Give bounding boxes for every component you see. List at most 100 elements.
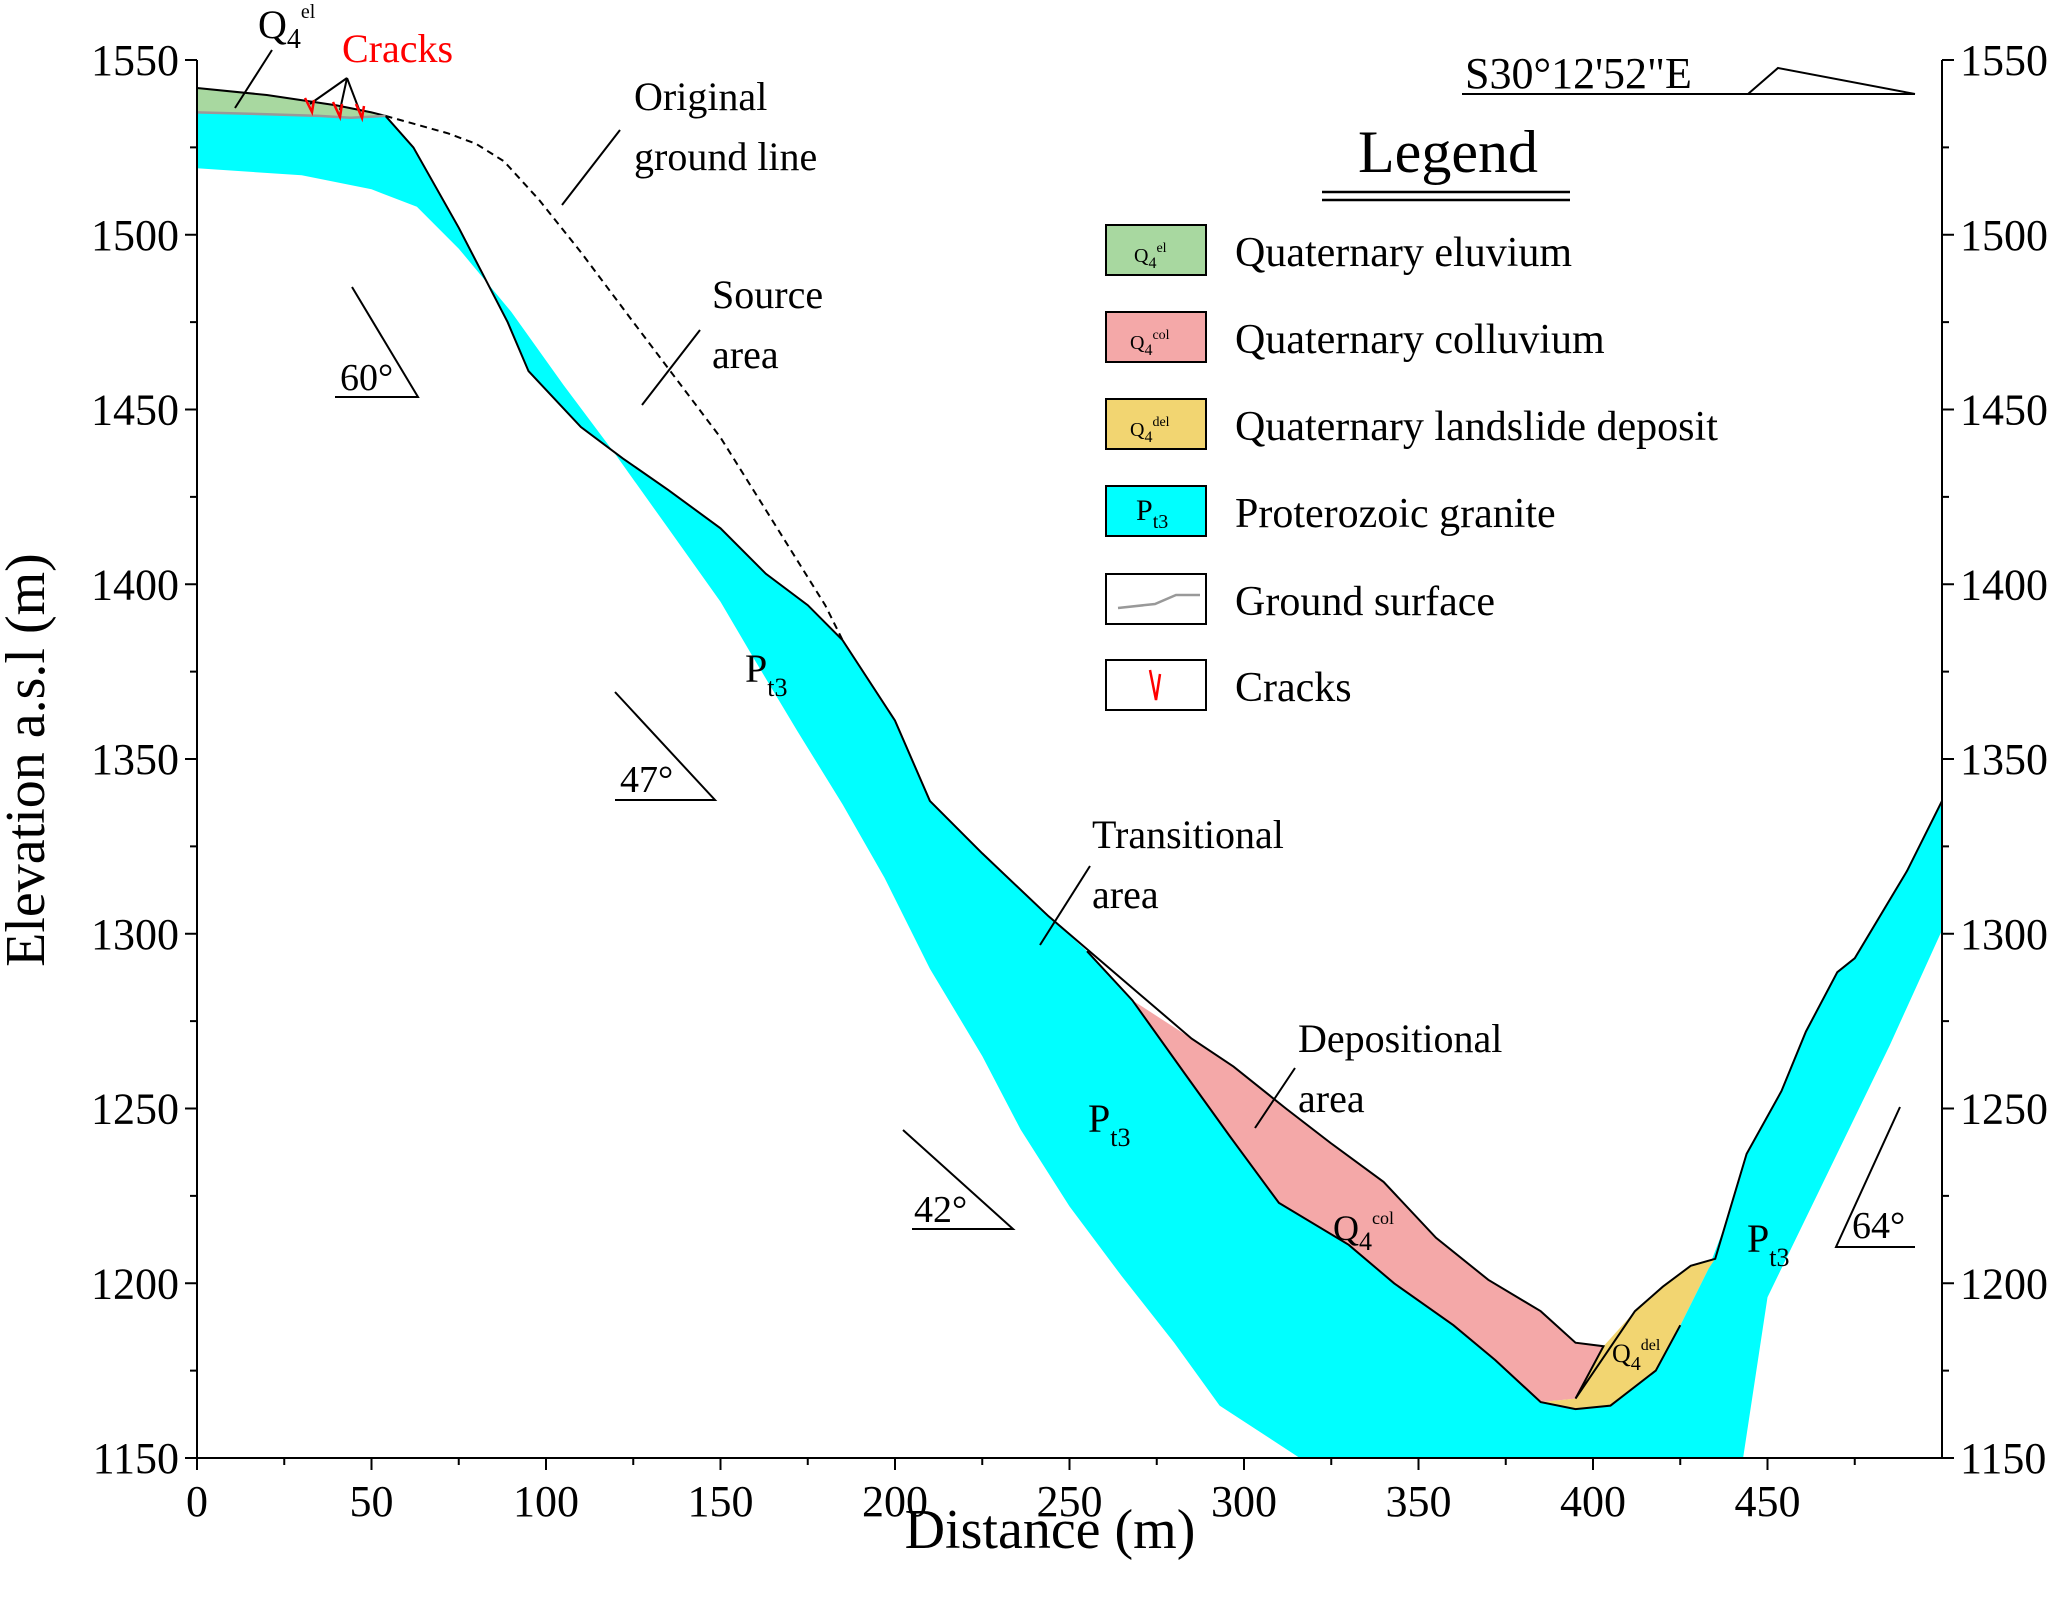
y-tick-label-right: 1500 <box>1960 211 2048 260</box>
slope-angle-60: 60° <box>335 286 420 399</box>
y-tick-label-left: 1200 <box>91 1259 179 1308</box>
x-tick-label: 0 <box>186 1477 208 1526</box>
leader-line <box>1254 1067 1296 1129</box>
y-axis-title: Elevation a.s.l (m) <box>0 553 57 967</box>
legend-label: Proterozoic granite <box>1235 491 1556 537</box>
y-tick-label-right: 1450 <box>1960 386 2048 435</box>
cracks-annotation: Cracks <box>303 26 453 123</box>
legend-swatch-symbol: Q4col <box>1130 328 1170 359</box>
unit-label-q4el: Q4el <box>234 1 316 109</box>
legend-title: Legend <box>1358 119 1538 185</box>
unit-sup: col <box>1372 1208 1394 1228</box>
cracks-label: Cracks <box>342 26 453 71</box>
unit-sub: 4 <box>1631 1353 1641 1375</box>
slope-triangle <box>335 286 420 398</box>
slope-angle-64: 64° <box>1834 1106 1915 1248</box>
slope-angle-label: 47° <box>620 759 673 801</box>
unit-sub: 4 <box>287 24 301 55</box>
unit-base: P <box>1088 1096 1110 1141</box>
legend-label: Ground surface <box>1235 579 1495 625</box>
unit-label: Q4col <box>1333 1208 1394 1256</box>
crack-mark <box>303 97 316 116</box>
original-ground-line <box>385 114 844 641</box>
slope-angle-label: 64° <box>1852 1205 1905 1247</box>
slope-angle-label: 42° <box>914 1189 967 1231</box>
unit-base: Q <box>258 2 287 47</box>
x-tick-label: 150 <box>688 1477 754 1526</box>
unit-label: Q4del <box>1612 1337 1661 1375</box>
y-tick-label-left: 1500 <box>91 211 179 260</box>
y-tick-label-left: 1450 <box>91 386 179 435</box>
slope-angle-label: 60° <box>340 357 393 399</box>
axes <box>196 60 1943 1459</box>
crack-mark <box>354 103 366 123</box>
unit-sub: 4 <box>1359 1227 1372 1256</box>
legend-swatch-eluvium <box>1105 224 1207 276</box>
x-tick-label: 200 <box>862 1477 928 1526</box>
y-tick-label-right: 1550 <box>1960 36 2048 85</box>
legend-label: Cracks <box>1235 665 1352 711</box>
y-tick-label-right: 1250 <box>1960 1085 2048 1134</box>
legend: Legend Q4el Quaternary eluvium Q4col Qua… <box>1105 119 1718 711</box>
y-tick-label-right: 1200 <box>1960 1259 2048 1308</box>
legend-swatch-ground-surface <box>1105 573 1207 625</box>
layer-pt3 <box>197 112 1942 1458</box>
layer-q4del <box>1540 1258 1716 1410</box>
slope-angle-47: 47° <box>614 691 718 801</box>
y-tick-label-right: 1400 <box>1960 560 2048 609</box>
leader-line <box>641 329 701 406</box>
x-tick-label: 400 <box>1560 1477 1626 1526</box>
y-tick-label-left: 1300 <box>91 910 179 959</box>
x-tick-label: 50 <box>350 1477 394 1526</box>
ground-surface-line <box>384 115 1943 1400</box>
y-tick-label-right: 1150 <box>1960 1434 2046 1483</box>
ground-surface-line-icon <box>1117 593 1200 610</box>
unit-label-q4del: Q4del <box>1612 1337 1661 1375</box>
x-tick-label: 100 <box>513 1477 579 1526</box>
bearing-arrow <box>1747 66 1916 95</box>
y-tick-label-left: 1350 <box>91 735 179 784</box>
y-tick-label-left: 1250 <box>91 1085 179 1134</box>
bedrock-contact-line <box>1086 950 1682 1411</box>
legend-swatch-symbol: Q4del <box>1130 415 1170 446</box>
unit-sub: t3 <box>1769 1243 1789 1272</box>
leader-line <box>234 49 273 109</box>
legend-swatch-symbol: Q4el <box>1134 241 1167 272</box>
annotation-text: ground line <box>634 134 817 179</box>
slope-triangle <box>1834 1106 1915 1248</box>
legend-label: Quaternary colluvium <box>1235 317 1605 363</box>
x-tick-label: 350 <box>1386 1477 1452 1526</box>
layer-q4col <box>1132 1000 1604 1403</box>
unit-label-q4col: Q4col <box>1333 1208 1394 1256</box>
legend-swatch-colluvium <box>1105 311 1207 363</box>
unit-base: Q <box>1333 1208 1359 1248</box>
bearing-indicator: S30°12'52"E <box>1462 49 1916 98</box>
y-tick-label-left: 1400 <box>91 560 179 609</box>
y-tick-label-right: 1300 <box>1960 910 2048 959</box>
annotation-depositional-area: Depositional area <box>1254 1016 1502 1129</box>
slope-triangle <box>614 691 718 801</box>
annotation-text: area <box>1092 872 1159 917</box>
x-tick-label: 450 <box>1735 1477 1801 1526</box>
unit-sup: el <box>301 1 316 23</box>
annotation-text: area <box>1298 1076 1365 1121</box>
legend-label: Quaternary eluvium <box>1235 230 1572 276</box>
unit-base: Q <box>1612 1339 1631 1368</box>
legend-swatch-cracks <box>1105 659 1207 711</box>
x-tick-label: 250 <box>1037 1477 1103 1526</box>
annotation-text: Depositional <box>1298 1016 1502 1061</box>
unit-sup: del <box>1641 1337 1661 1354</box>
unit-label: Pt3 <box>1747 1216 1789 1272</box>
annotation-text: area <box>712 332 779 377</box>
legend-swatch-granite <box>1105 485 1207 537</box>
unit-label: Q4el <box>258 1 316 55</box>
y-tick-label-left: 1550 <box>91 36 179 85</box>
profile-lines <box>196 87 1943 1411</box>
annotation-text: Transitional <box>1092 812 1284 857</box>
leader-line <box>1039 865 1091 946</box>
x-axis-title: Distance (m) <box>905 1499 1196 1561</box>
annotation-text: Original <box>634 74 767 119</box>
annotation-source-area: Source area <box>641 272 823 406</box>
